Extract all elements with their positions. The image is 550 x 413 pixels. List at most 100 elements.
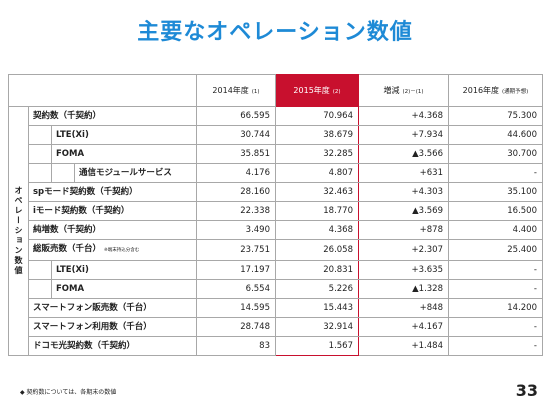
row-label-cell: ドコモ光契約数（千契約） — [28, 336, 197, 356]
row-label-text: LTE(Xi) — [56, 265, 89, 275]
value-cell: 44.600 — [448, 125, 543, 145]
footnote: ◆ 契約数については、各期末の数値 — [20, 389, 117, 396]
column-note: (1) — [251, 89, 260, 95]
value-cell: 18.770 — [275, 201, 359, 221]
value-cell: +878 — [358, 220, 449, 240]
indent: LTE(Xi) — [51, 126, 196, 144]
table-row: 総販売数（千台） ※端末持込分含む 23.751 26.058 +2.307 25.400 — [9, 239, 543, 261]
row-label-cell: FOMA — [28, 144, 197, 164]
value-cell: +4.368 — [358, 106, 449, 126]
table-row: スマートフォン販売数（千台） 14.595 15.443 +848 14.200 — [9, 298, 543, 318]
value-cell: 32.463 — [275, 182, 359, 202]
value-cell: 14.200 — [448, 298, 543, 318]
column-label: 2016年度 — [462, 86, 500, 95]
table-row: オペレーション数値 契約数（千契約） 66.595 70.964 +4.368 75.30… — [8, 106, 543, 356]
value-cell: 5.226 — [275, 279, 359, 299]
row-label: 契約数（千契約） — [29, 107, 196, 125]
row-label: 通信モジュールサービス — [75, 164, 196, 182]
value-cell: 38.679 — [275, 125, 359, 145]
row-label-text: ドコモ光契約数（千契約） — [33, 341, 136, 351]
row-label-text: 純増数（千契約） — [33, 225, 102, 235]
value-cell: +1.484 — [358, 336, 449, 356]
value-cell: ▲1.328 — [358, 279, 449, 299]
row-label-text: spモード契約数（千契約） — [33, 187, 138, 197]
indent: FOMA — [51, 280, 196, 298]
column-note: (通期予想) — [502, 89, 529, 95]
value-cell: 32.285 — [275, 144, 359, 164]
value-cell: 1.567 — [275, 336, 359, 356]
row-label-cell: spモード契約数（千契約） — [28, 182, 197, 202]
column-label: 増減 — [383, 86, 400, 95]
row-label-text: LTE(Xi) — [56, 130, 89, 140]
row-label-text: スマートフォン販売数（千台） — [33, 303, 152, 313]
row-label-cell: FOMA — [28, 279, 197, 299]
value-cell: 35.851 — [196, 144, 276, 164]
row-label-cell: iモード契約数（千契約） — [28, 201, 197, 221]
value-cell: 26.058 — [275, 239, 359, 261]
row-label-cell: LTE(Xi) — [28, 125, 197, 145]
row-label-text: 通信モジュールサービス — [79, 168, 172, 178]
row-label: 総販売数（千台） ※端末持込分含む — [29, 240, 196, 260]
row-label: 純増数（千契約） — [29, 221, 196, 239]
group-label: オペレーション数値 — [8, 106, 29, 356]
page-number: 33 — [515, 381, 538, 400]
indent: LTE(Xi) — [51, 261, 196, 279]
value-cell: +848 — [358, 298, 449, 318]
row-label-text: 総販売数（千台） — [33, 244, 102, 254]
column-note: (2)－(1) — [402, 89, 424, 95]
value-cell: 70.964 — [275, 106, 359, 126]
value-cell: - — [448, 336, 543, 356]
value-cell: 30.744 — [196, 125, 276, 145]
row-label-cell: 通信モジュールサービス — [28, 163, 197, 183]
value-cell: +7.934 — [358, 125, 449, 145]
corner-cell — [8, 74, 197, 107]
table-row: spモード契約数（千契約） 28.160 32.463 +4.303 35.100 — [9, 182, 543, 202]
value-cell: 66.595 — [196, 106, 276, 126]
value-cell: 4.807 — [275, 163, 359, 183]
header-row: 2014年度 (1) 2015年度 (2) 増減 (2)－(1) 2016年度 (通期予想) — [8, 74, 543, 107]
value-cell: 22.338 — [196, 201, 276, 221]
value-cell: 28.160 — [196, 182, 276, 202]
value-cell: 30.700 — [448, 144, 543, 164]
row-label: LTE(Xi) — [52, 261, 196, 279]
row-label-text: iモード契約数（千契約） — [33, 206, 130, 216]
value-cell: +631 — [358, 163, 449, 183]
value-cell: 17.197 — [196, 260, 276, 280]
row-label: spモード契約数（千契約） — [29, 183, 196, 201]
table-row: スマートフォン利用数（千台） 28.748 32.914 +4.167- — [9, 317, 543, 337]
table-row: FOMA 6.554 5.226 ▲1.328- — [9, 279, 543, 299]
value-cell: 14.595 — [196, 298, 276, 318]
column-note: (2) — [332, 89, 341, 95]
value-cell: 16.500 — [448, 201, 543, 221]
value-cell: - — [448, 163, 543, 183]
value-cell: 28.748 — [196, 317, 276, 337]
value-cell: - — [448, 317, 543, 337]
column-header: 2015年度 (2) — [275, 74, 359, 107]
table-row: FOMA 35.851 32.285 ▲3.566 30.700 — [9, 144, 543, 164]
value-cell: 20.831 — [275, 260, 359, 280]
value-cell: 32.914 — [275, 317, 359, 337]
table-row: 通信モジュールサービス 4.176 4.807 +631- — [9, 163, 543, 183]
column-header: 2014年度 (1) — [196, 74, 276, 107]
table-row: LTE(Xi) 30.744 38.679 +7.934 44.600 — [9, 125, 543, 145]
title: 主要なオペレーション数値 — [137, 20, 413, 45]
row-label-cell: 純増数（千契約） — [28, 220, 197, 240]
value-cell: ▲3.569 — [358, 201, 449, 221]
indent: 通信モジュールサービス — [74, 164, 196, 182]
value-cell: 6.554 — [196, 279, 276, 299]
row-label-cell: スマートフォン利用数（千台） — [28, 317, 197, 337]
data-table: 2014年度 (1) 2015年度 (2) 増減 (2)－(1) 2016年度 (通期予想) … — [8, 74, 543, 356]
value-cell: 15.443 — [275, 298, 359, 318]
table-row: iモード契約数（千契約） 22.338 18.770 ▲3.569 16.500 — [9, 201, 543, 221]
value-cell: 83 — [196, 336, 276, 356]
column-header: 2016年度 (通期予想) — [448, 74, 543, 107]
row-note: ※端末持込分含む — [104, 248, 140, 253]
value-cell: 4.176 — [196, 163, 276, 183]
row-label-text: FOMA — [56, 149, 85, 159]
row-label-text: FOMA — [56, 284, 85, 294]
row-label: ドコモ光契約数（千契約） — [29, 337, 196, 355]
row-label: スマートフォン販売数（千台） — [29, 299, 196, 317]
column-label: 2014年度 — [212, 86, 249, 95]
value-cell: ▲3.566 — [358, 144, 449, 164]
